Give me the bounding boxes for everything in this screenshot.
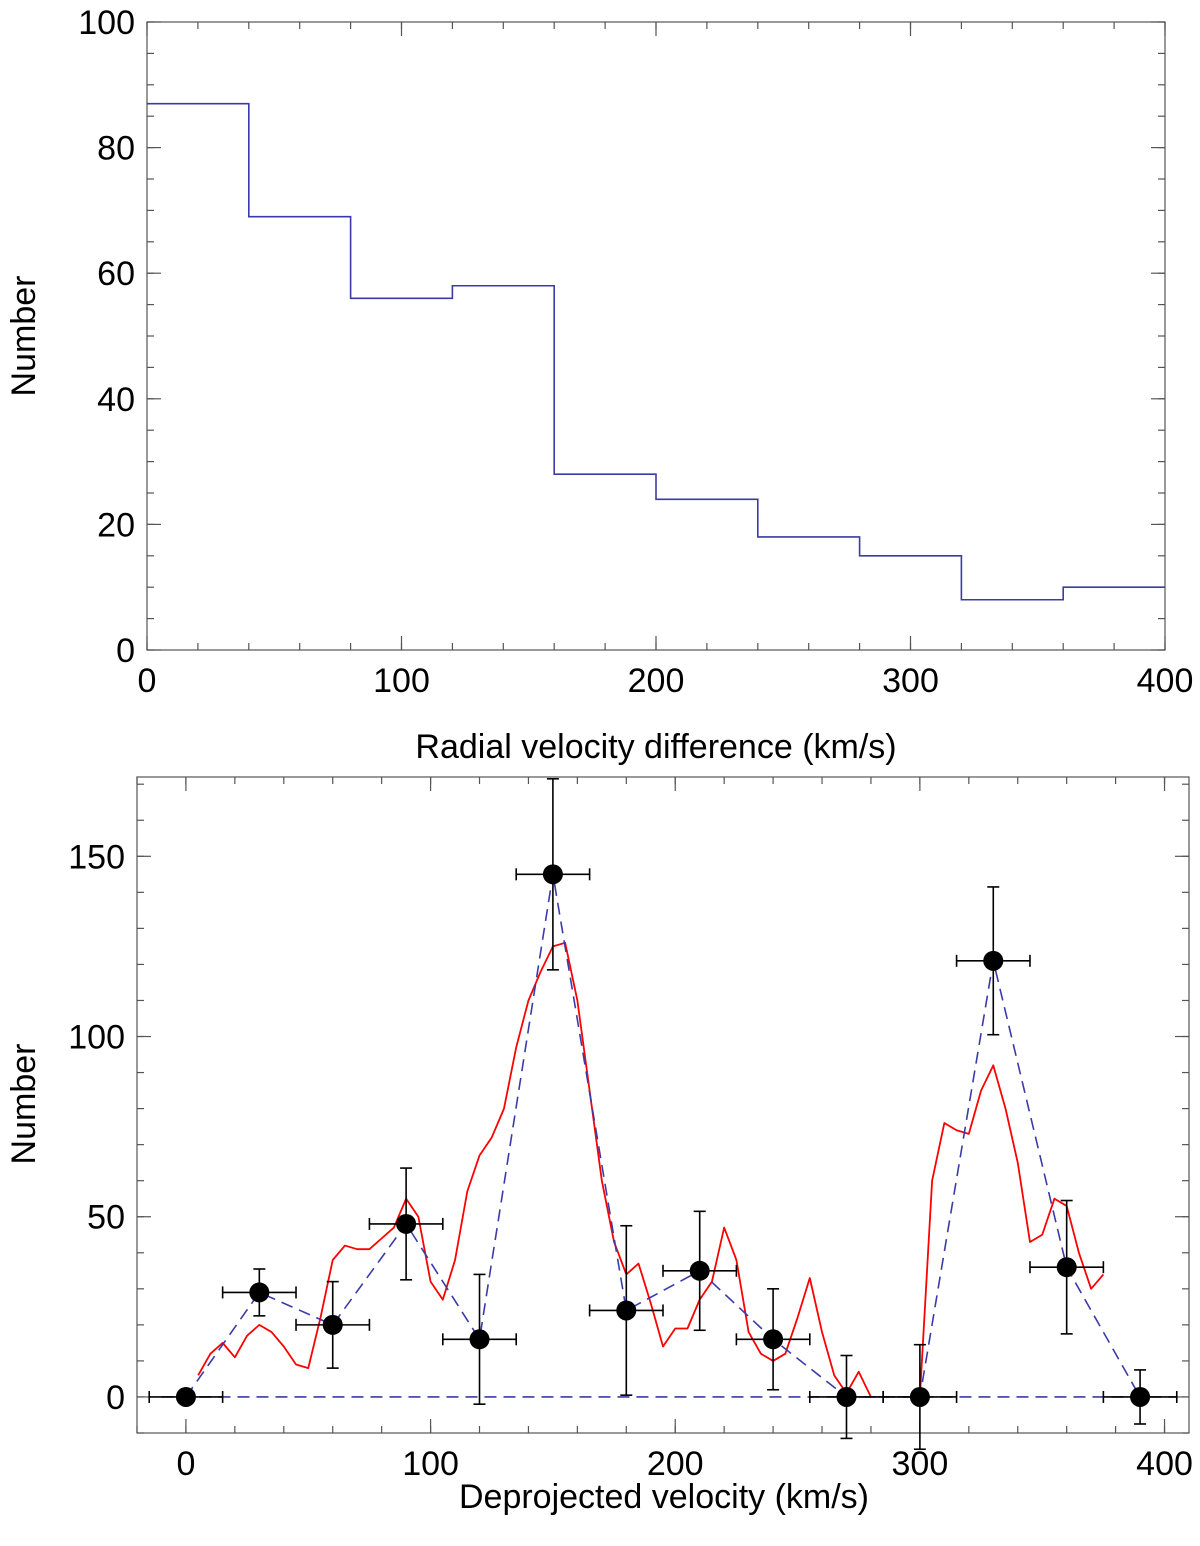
smooth-curve-segment — [918, 1064, 1105, 1398]
y-tick-label-bottom: 0 — [106, 1379, 125, 1417]
data-point — [295, 1280, 371, 1369]
point-marker — [249, 1282, 270, 1303]
data-point — [662, 1210, 738, 1332]
data-point — [955, 886, 1031, 1036]
x-tick-label-top: 0 — [138, 662, 157, 700]
y-tick-label-top: 60 — [97, 255, 135, 293]
data-point — [515, 778, 591, 971]
y-axis-label-top: Number — [5, 276, 43, 397]
x-tick-label-top: 300 — [882, 662, 939, 700]
data-point — [735, 1288, 811, 1391]
data-point — [588, 1224, 664, 1396]
plot-frame-bottom — [136, 776, 1190, 1434]
x-tick-label-bottom: 300 — [892, 1445, 949, 1483]
y-tick-label-top: 20 — [97, 506, 135, 544]
point-marker — [983, 950, 1004, 971]
data-points — [148, 778, 1178, 1451]
tick-labels-top: 0 100 200 300 400 0 20 40 60 80 100 — [78, 4, 1193, 700]
y-tick-label-top: 40 — [97, 381, 135, 419]
data-point — [808, 1354, 884, 1440]
point-marker — [542, 864, 563, 885]
connecting-dashed-line — [185, 874, 1141, 1398]
data-point — [148, 1386, 224, 1407]
x-tick-label-top: 100 — [373, 662, 430, 700]
data-point — [221, 1268, 297, 1317]
x-tick-label-bottom: 200 — [647, 1445, 704, 1483]
point-marker — [836, 1386, 857, 1407]
data-point — [368, 1167, 444, 1281]
tick-labels-bottom: 0 100 200 300 400 0 50 100 150 — [68, 838, 1193, 1483]
x-axis-label-bottom: Deprojected velocity (km/s) — [459, 1478, 869, 1516]
point-marker — [763, 1329, 784, 1350]
x-tick-label-bottom: 0 — [176, 1445, 195, 1483]
x-tick-label-top: 200 — [628, 662, 685, 700]
smooth-curve-segment — [197, 941, 872, 1398]
deprojected-velocity-chart: 0 100 200 300 400 0 50 100 150 Deprojected veloc… — [5, 776, 1193, 1516]
point-marker — [909, 1386, 930, 1407]
data-point — [882, 1343, 958, 1451]
y-tick-label-top: 100 — [78, 4, 135, 42]
x-axis-label-top: Radial velocity difference (km/s) — [415, 728, 896, 766]
point-marker — [469, 1329, 490, 1350]
x-tick-label-top: 400 — [1137, 662, 1194, 700]
point-marker — [1056, 1257, 1077, 1278]
histogram-chart: 0 100 200 300 400 0 20 40 60 80 100 Radial velocit… — [5, 4, 1193, 766]
x-tick-label-bottom: 400 — [1136, 1445, 1193, 1483]
tick-marks-bottom — [136, 777, 1189, 1434]
y-tick-label-bottom: 50 — [87, 1199, 125, 1237]
point-marker — [396, 1213, 417, 1234]
y-tick-label-bottom: 100 — [68, 1019, 125, 1057]
data-point — [442, 1273, 518, 1405]
point-marker — [689, 1260, 710, 1281]
data-point — [1102, 1369, 1178, 1425]
y-tick-label-bottom: 150 — [68, 838, 125, 876]
point-marker — [1130, 1386, 1151, 1407]
point-marker — [616, 1300, 637, 1321]
plot-frame-top — [146, 21, 1166, 651]
y-axis-label-bottom: Number — [5, 1044, 43, 1165]
histogram-step-line — [147, 102, 1165, 601]
point-marker — [175, 1386, 196, 1407]
x-tick-label-bottom: 100 — [402, 1445, 459, 1483]
y-tick-label-top: 80 — [97, 130, 135, 168]
tick-marks-top — [146, 21, 1166, 651]
point-marker — [322, 1314, 343, 1335]
data-point — [1029, 1199, 1105, 1335]
y-tick-label-top: 0 — [116, 632, 135, 670]
